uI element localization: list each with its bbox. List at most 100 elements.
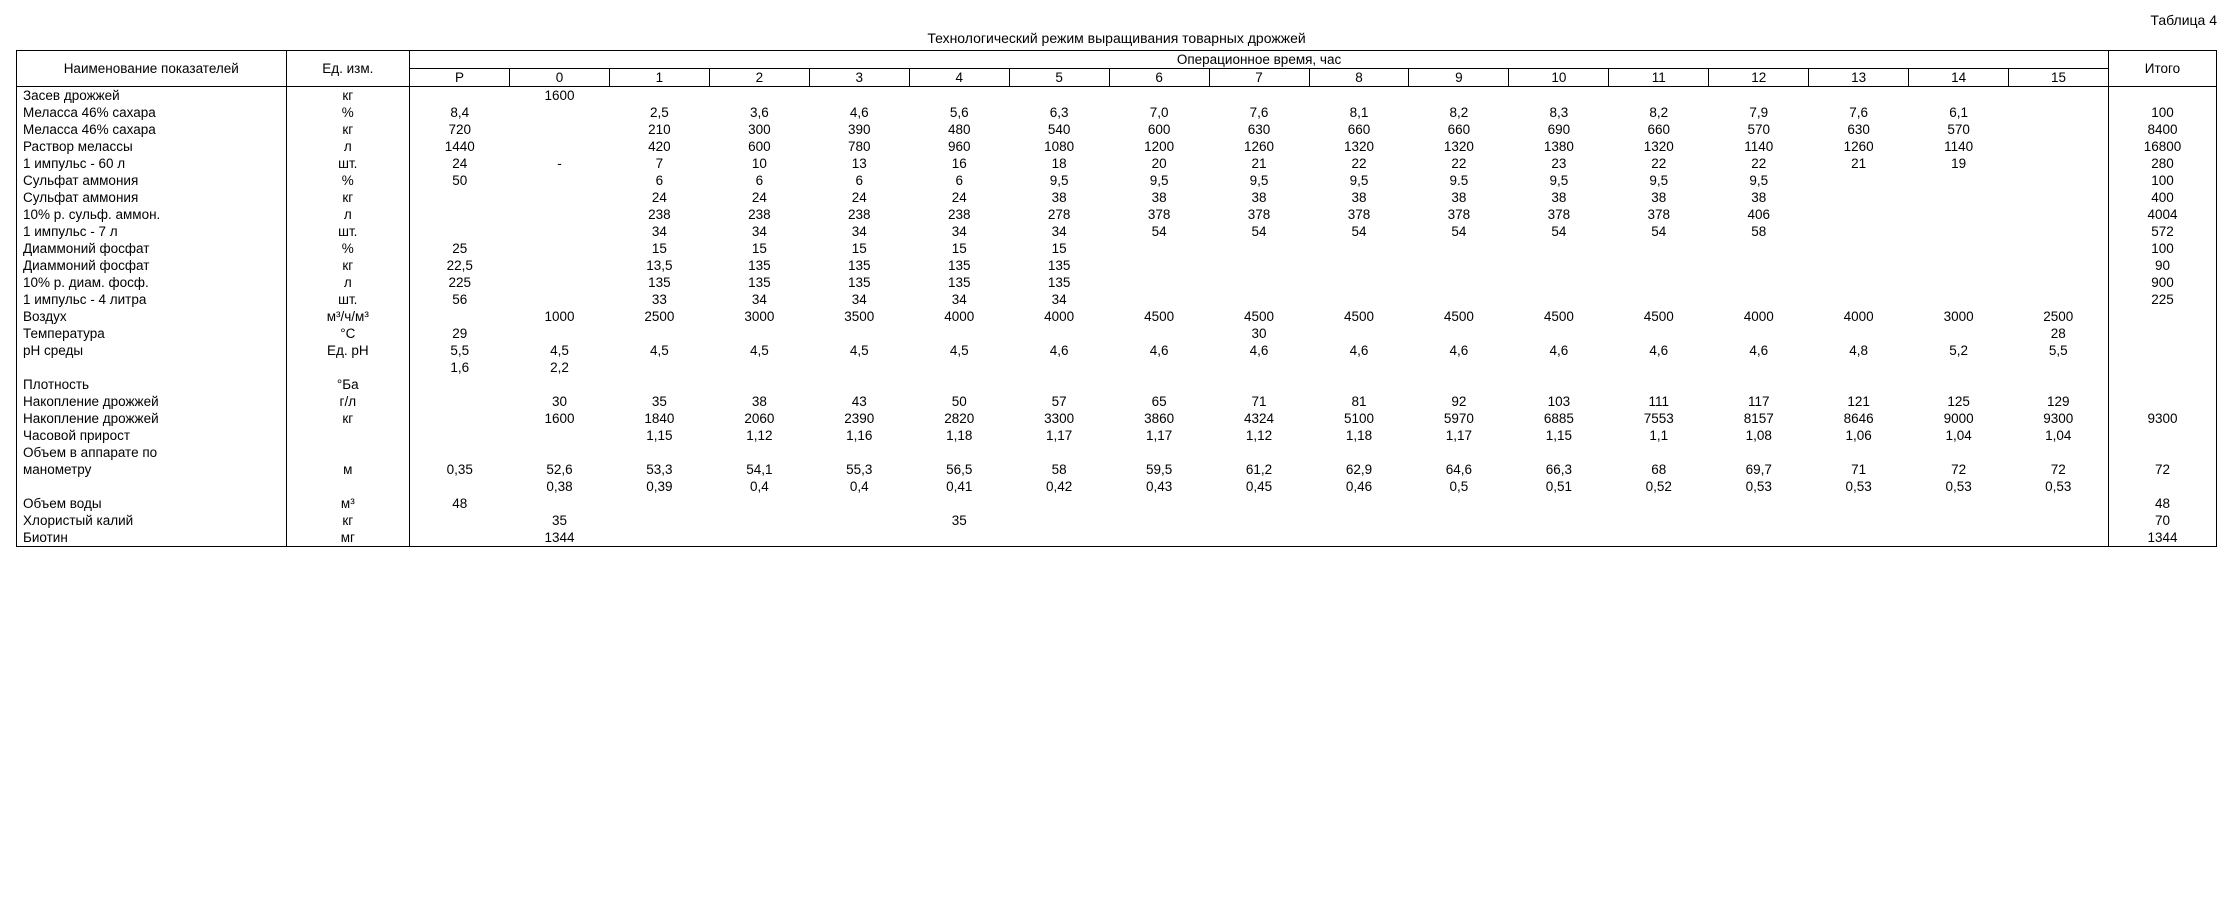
row-total	[2109, 87, 2217, 105]
cell: 1,12	[709, 427, 809, 444]
cell: 1344	[510, 529, 610, 547]
cell: 4,6	[1609, 342, 1709, 359]
header-hour-1: 0	[510, 69, 610, 87]
table-row: Диаммоний фосфат%251515151515100	[17, 240, 2217, 257]
header-hour-14: 13	[1809, 69, 1909, 87]
row-name: Воздух	[17, 308, 287, 325]
cell: 55,3	[809, 461, 909, 478]
cell: 50	[909, 393, 1009, 410]
cell	[1409, 359, 1509, 376]
row-unit: мг	[286, 529, 410, 547]
cell	[1909, 291, 2009, 308]
cell: 54	[1609, 223, 1709, 240]
cell: 0,4	[709, 478, 809, 495]
cell: 4,6	[1209, 342, 1309, 359]
cell: 6	[809, 172, 909, 189]
row-total: 4004	[2109, 206, 2217, 223]
cell	[1909, 172, 2009, 189]
cell: 378	[1109, 206, 1209, 223]
cell: 135	[809, 257, 909, 274]
row-name: Засев дрожжей	[17, 87, 287, 105]
cell	[1509, 529, 1609, 547]
cell	[510, 172, 610, 189]
cell: 15	[709, 240, 809, 257]
cell	[1509, 444, 1609, 461]
cell: 225	[410, 274, 510, 291]
row-unit: л	[286, 206, 410, 223]
cell: 210	[609, 121, 709, 138]
cell: 0,43	[1109, 478, 1209, 495]
header-hour-3: 2	[709, 69, 809, 87]
cell: 690	[1509, 121, 1609, 138]
cell	[1409, 274, 1509, 291]
row-name: Диаммоний фосфат	[17, 240, 287, 257]
cell	[1809, 529, 1909, 547]
cell: 1,04	[2009, 427, 2109, 444]
cell	[1509, 325, 1609, 342]
cell: 13,5	[609, 257, 709, 274]
cell: 300	[709, 121, 809, 138]
header-hour-4: 3	[809, 69, 909, 87]
table-row: 1 импульс - 60 лшт.24-710131618202122222…	[17, 155, 2217, 172]
cell	[2009, 529, 2109, 547]
cell	[1109, 529, 1209, 547]
cell: 5970	[1409, 410, 1509, 427]
cell: 390	[809, 121, 909, 138]
cell	[510, 257, 610, 274]
cell	[1709, 444, 1809, 461]
cell	[1909, 206, 2009, 223]
cell: 9,5	[1609, 172, 1709, 189]
cell: 1,16	[809, 427, 909, 444]
table-body: Засев дрожжейкг1600Меласса 46% сахара%8,…	[17, 87, 2217, 547]
cell: 0,51	[1509, 478, 1609, 495]
cell: 4,6	[1109, 342, 1209, 359]
table-row: Меласса 46% сахаракг72021030039048054060…	[17, 121, 2217, 138]
cell: 4324	[1209, 410, 1309, 427]
cell	[609, 325, 709, 342]
cell	[1809, 189, 1909, 206]
cell	[510, 376, 610, 393]
cell: 29	[410, 325, 510, 342]
cell: 24	[410, 155, 510, 172]
cell: 7,6	[1809, 104, 1909, 121]
cell	[2009, 495, 2109, 512]
cell	[1309, 359, 1409, 376]
cell: 22	[1709, 155, 1809, 172]
cell: 4,5	[709, 342, 809, 359]
row-unit: кг	[286, 512, 410, 529]
cell: 92	[1409, 393, 1509, 410]
row-name: Накопление дрожжей	[17, 393, 287, 410]
cell	[1009, 325, 1109, 342]
cell: 4,8	[1809, 342, 1909, 359]
cell	[1809, 376, 1909, 393]
cell: 15	[1009, 240, 1109, 257]
cell: 34	[809, 223, 909, 240]
cell: -	[510, 155, 610, 172]
row-name: Хлористый калий	[17, 512, 287, 529]
cell: 420	[609, 138, 709, 155]
cell	[609, 376, 709, 393]
cell	[1609, 529, 1709, 547]
cell: 3000	[709, 308, 809, 325]
cell	[1209, 240, 1309, 257]
cell	[1509, 87, 1609, 105]
table-row: рН средыЕд. рН5,54,54,54,54,54,54,64,64,…	[17, 342, 2217, 359]
cell: 35	[609, 393, 709, 410]
cell: 34	[709, 223, 809, 240]
cell	[1809, 87, 1909, 105]
cell: 2500	[609, 308, 709, 325]
cell	[1609, 240, 1709, 257]
cell: 8,3	[1509, 104, 1609, 121]
cell	[510, 427, 610, 444]
cell: 24	[709, 189, 809, 206]
cell: 5100	[1309, 410, 1409, 427]
row-unit: кг	[286, 87, 410, 105]
cell: 8,2	[1409, 104, 1509, 121]
cell	[2009, 257, 2109, 274]
row-name	[17, 478, 287, 495]
cell	[2009, 172, 2109, 189]
cell	[1409, 529, 1509, 547]
cell	[1809, 359, 1909, 376]
cell: 1,18	[1309, 427, 1409, 444]
cell	[709, 87, 809, 105]
